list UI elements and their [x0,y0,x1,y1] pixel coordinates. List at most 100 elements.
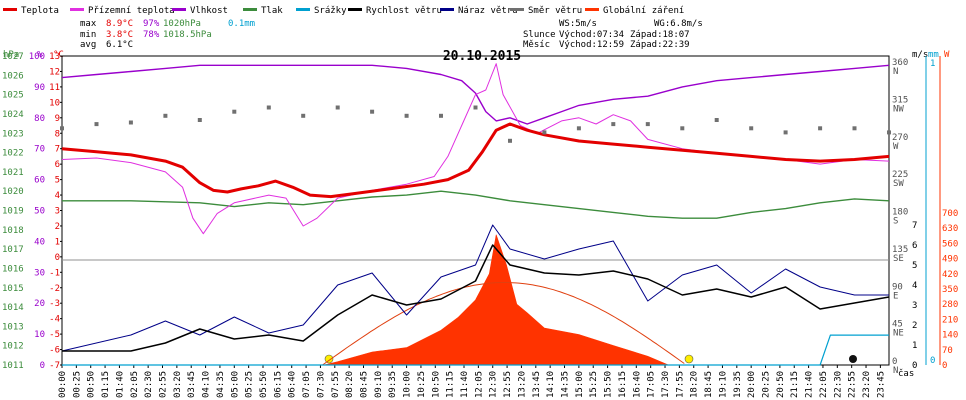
time-tick-label: 08:45 [360,371,370,398]
hpa-tick-label: 1022 [2,149,24,159]
mm-tick-label: 1 [930,59,935,69]
wind-direction-point [473,105,478,110]
time-tick-label: 20:00 [747,371,757,398]
stats: max 8.9°C 97% 1020hPa 0.1mm min 3.8°C 78… [80,19,255,50]
temp-tick-label: 12 [49,67,60,77]
legend-naraz: Náraz větru [458,6,518,16]
wind-tick-label: 6 [912,241,917,251]
time-tick-label: 06:15 [273,371,283,398]
stat-avg-temp: 6.1°C [106,40,133,50]
time-tick-label: 23:20 [862,371,872,398]
wind-tick-label: 2 [912,321,917,331]
hpa-tick-label: 1016 [2,264,24,274]
pct-tick-label: 10 [34,330,45,340]
time-tick-label: 08:20 [345,371,355,398]
wind-tick-label: 1 [912,341,917,351]
wind-direction-point [645,122,650,127]
hpa-tick-label: 1018 [2,226,24,236]
pct-tick-label: 0 [40,361,45,371]
stat-max-hum: 97% [143,19,160,29]
temp-tick-label: 0 [55,253,60,263]
stat-min-press: 1018.5hPa [163,30,212,40]
wind-direction-point [370,109,375,114]
time-tick-label: 13:45 [532,371,542,398]
temp-tick-label: 1 [55,237,60,247]
time-tick-label: 22:05 [819,371,829,398]
dir-tick-value: 0 [892,357,897,367]
series-pressure [62,190,890,219]
dir-tick-label: E [893,291,898,301]
legend-teplota: Teplota [21,6,59,16]
dir-tick-label: N [893,366,898,376]
temp-tick-label: -4 [49,315,60,325]
dir-tick-label: SW [893,179,904,189]
pct-tick-label: 80 [34,114,45,124]
hpa-tick-label: 1011 [2,361,24,371]
time-tick-label: 13:20 [517,371,527,398]
time-tick-label: 00:50 [87,371,97,398]
rad-tick-label: 560 [942,239,958,249]
temp-tick-label: 7 [55,145,60,155]
stat-max-rain: 0.1mm [228,19,255,29]
time-tick-label: 21:40 [805,371,815,398]
dir-tick-value: 135 [892,245,908,255]
pct-tick-label: 20 [34,299,45,309]
legend: Teplota Přízemní teplota Vlhkost Tlak Sr… [3,6,684,16]
dir-tick-label: W [893,142,899,152]
wind-direction-point [542,130,547,135]
axis-unit-hpa: hPa [3,50,19,60]
pct-tick-label: 50 [34,207,45,217]
dir-tick-value: 180 [892,208,908,218]
moon-rise: Východ:12:59 [559,40,624,50]
time-tick-label: 15:25 [589,371,599,398]
dir-tick-label: NW [893,104,904,114]
wind-tick-label: 7 [912,221,917,231]
legend-swatch-tlak [243,8,257,11]
temp-tick-label: -3 [49,299,60,309]
time-tick-label: 02:30 [144,371,154,398]
dir-tick-label: SE [893,254,904,264]
stat-max-label: max [80,19,97,29]
wind-direction-point [818,126,823,131]
time-tick-label: 06:40 [288,371,298,398]
time-tick-label: 07:05 [302,371,312,398]
stat-avg-label: avg [80,40,96,50]
radiation-clear-sky-curve [322,282,685,366]
wind-direction-point [680,126,685,131]
time-tick-label: 22:55 [848,371,858,398]
time-tick-label: 20:25 [762,371,772,398]
time-tick-label: 03:20 [173,371,183,398]
rad-tick-label: 630 [942,224,958,234]
time-tick-label: 12:55 [503,371,513,398]
hpa-tick-label: 1023 [2,129,24,139]
temp-tick-label: 9 [55,114,60,124]
hpa-tick-label: 1024 [2,110,24,120]
temp-tick-label: 2 [55,222,60,232]
wind-direction-point [887,130,891,135]
time-tick-label: 17:55 [675,371,685,398]
wind-direction-point [60,126,64,131]
time-tick-label: 07:55 [331,371,341,398]
wind-direction-point [714,118,719,122]
time-tick-label: 19:10 [718,371,728,398]
temp-tick-label: 8 [55,129,60,139]
time-tick-label: 22:30 [833,371,843,398]
dir-tick-value: 360 [892,58,908,68]
dir-tick-label: NE [893,329,904,339]
time-tick-label: 05:00 [230,371,240,398]
time-tick-label: 10:25 [417,371,427,398]
time-tick-label: 14:35 [561,371,571,398]
temp-tick-label: 3 [55,207,60,217]
time-tick-label: 17:30 [661,371,671,398]
time-tick-label: 18:20 [690,371,700,398]
hpa-tick-label: 1027 [2,52,24,62]
time-tick-label: 00:00 [58,371,68,398]
temp-tick-label: 5 [55,176,60,186]
temp-tick-label: -6 [49,346,60,356]
time-tick-label: 07:30 [316,371,326,398]
time-tick-label: 16:15 [618,371,628,398]
temp-tick-label: -1 [49,268,60,278]
axis-unit-mm: mm [928,50,939,60]
rad-tick-label: 70 [942,346,953,356]
